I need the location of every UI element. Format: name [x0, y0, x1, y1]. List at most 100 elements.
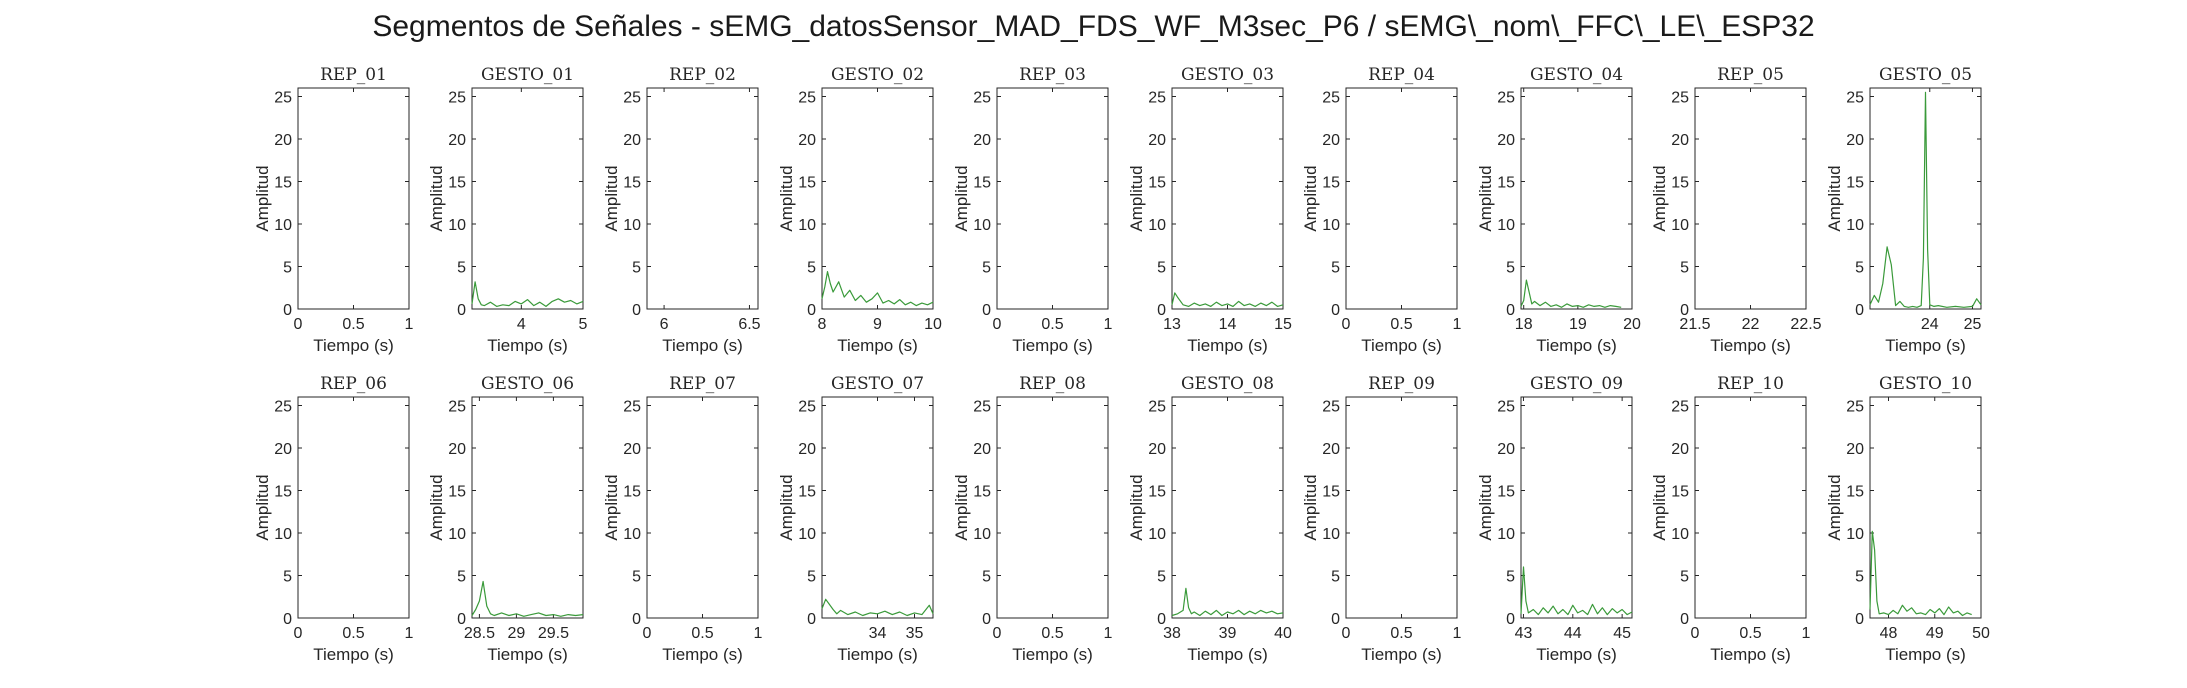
y-axis-label: Amplitud — [952, 474, 971, 540]
axes-box — [1171, 396, 1284, 619]
signal-line — [1171, 292, 1284, 307]
subplot-title: GESTO_02 — [831, 65, 924, 85]
y-tick-label: 25 — [1671, 399, 1689, 416]
y-tick-label: 0 — [982, 611, 991, 628]
y-axis-label: Amplitud — [1301, 165, 1320, 231]
x-tick-label: 49 — [1926, 625, 1944, 642]
x-axis-label: Tiempo (s) — [1012, 336, 1093, 355]
subplot-gesto-03: 0 5 10 15 20 25 13 14 15 GESTO_03 Tiempo (s) Amplit… — [1127, 65, 1292, 355]
y-tick-label: 25 — [1322, 399, 1340, 416]
axes-box — [1694, 396, 1807, 619]
y-tick-label: 15 — [1846, 484, 1864, 501]
signal-line — [1520, 279, 1622, 308]
y-tick-label: 15 — [274, 175, 292, 192]
x-axis-label: Tiempo (s) — [1885, 645, 1966, 664]
x-tick-label: 9 — [873, 316, 882, 333]
y-tick-label: 10 — [1148, 526, 1166, 543]
y-tick-label: 15 — [1671, 175, 1689, 192]
subplot-rep-03: 0 5 10 15 20 25 0 0.5 1 REP_03 Tiempo (s) Amplitud — [952, 65, 1113, 355]
subplot-gesto-02: 0 5 10 15 20 25 8 9 10 GESTO_02 Tiempo (s) Amplitud — [777, 65, 942, 355]
y-tick-label: 15 — [274, 484, 292, 501]
x-tick-label: 38 — [1163, 625, 1181, 642]
y-tick-label: 10 — [1148, 217, 1166, 234]
subplot-rep-05: 0 5 10 15 20 25 21.5 22 22.5 REP_05 Tiempo (s) Ampl… — [1650, 65, 1822, 355]
x-tick-label: 22 — [1742, 316, 1760, 333]
y-tick-label: 5 — [1855, 569, 1864, 586]
subplot-gesto-04: 0 5 10 15 20 25 18 19 20 GESTO_04 Tiempo (s) Amplit… — [1476, 65, 1641, 355]
subplot-title: REP_10 — [1717, 374, 1784, 394]
x-tick-label: 43 — [1515, 625, 1533, 642]
y-tick-label: 25 — [1322, 90, 1340, 107]
x-tick-label: 20 — [1623, 316, 1641, 333]
y-tick-label: 25 — [1497, 399, 1515, 416]
y-tick-label: 25 — [623, 90, 641, 107]
y-tick-label: 0 — [807, 302, 816, 319]
axes-box — [646, 396, 759, 619]
x-tick-label: 1 — [1104, 316, 1113, 333]
x-axis-label: Tiempo (s) — [837, 645, 918, 664]
y-tick-label: 20 — [798, 132, 816, 149]
subplot-title: GESTO_06 — [481, 374, 574, 394]
axes-box — [297, 87, 410, 310]
axes-box — [821, 87, 934, 310]
y-tick-label: 0 — [1855, 302, 1864, 319]
subplot-title: REP_08 — [1019, 374, 1086, 394]
y-tick-label: 5 — [1855, 260, 1864, 277]
y-tick-label: 15 — [973, 175, 991, 192]
y-tick-label: 20 — [448, 132, 466, 149]
x-tick-label: 0 — [993, 625, 1002, 642]
subplot-title: GESTO_09 — [1530, 374, 1623, 394]
axes-box — [1345, 87, 1458, 310]
x-tick-label: 4 — [517, 316, 526, 333]
subplot-rep-08: 0 5 10 15 20 25 0 0.5 1 REP_08 Tiempo (s) Amplitud — [952, 374, 1113, 664]
axes-box — [1520, 87, 1633, 310]
y-tick-label: 25 — [973, 399, 991, 416]
signal-line — [1520, 566, 1633, 616]
y-tick-label: 0 — [457, 302, 466, 319]
y-tick-label: 0 — [982, 302, 991, 319]
y-tick-label: 5 — [1331, 569, 1340, 586]
x-tick-label: 5 — [579, 316, 588, 333]
x-tick-label: 1 — [1104, 625, 1113, 642]
y-tick-label: 5 — [807, 569, 816, 586]
axes-box — [646, 87, 759, 310]
y-tick-label: 15 — [1148, 484, 1166, 501]
x-tick-label: 40 — [1274, 625, 1292, 642]
y-tick-label: 5 — [457, 260, 466, 277]
y-axis-label: Amplitud — [1476, 474, 1495, 540]
x-axis-label: Tiempo (s) — [1187, 645, 1268, 664]
x-tick-label: 28.5 — [464, 625, 495, 642]
x-tick-label: 0.5 — [1041, 625, 1063, 642]
y-tick-label: 25 — [1148, 90, 1166, 107]
y-tick-label: 25 — [1671, 90, 1689, 107]
y-axis-label: Amplitud — [1825, 474, 1844, 540]
y-tick-label: 25 — [448, 90, 466, 107]
y-tick-label: 15 — [1148, 175, 1166, 192]
y-tick-label: 5 — [1157, 569, 1166, 586]
y-tick-label: 0 — [1506, 302, 1515, 319]
y-tick-label: 15 — [1497, 484, 1515, 501]
y-tick-label: 5 — [1331, 260, 1340, 277]
y-tick-label: 25 — [274, 90, 292, 107]
subplot-rep-04: 0 5 10 15 20 25 0 0.5 1 REP_04 Tiempo (s) Amplitud — [1301, 65, 1462, 355]
y-tick-label: 10 — [623, 526, 641, 543]
axes-box — [1171, 87, 1284, 310]
y-tick-label: 0 — [1331, 302, 1340, 319]
axes-box — [821, 396, 934, 619]
y-tick-label: 5 — [1506, 569, 1515, 586]
y-tick-label: 10 — [1671, 217, 1689, 234]
y-tick-label: 10 — [1846, 526, 1864, 543]
y-axis-label: Amplitud — [777, 474, 796, 540]
x-axis-label: Tiempo (s) — [1710, 645, 1791, 664]
y-tick-label: 10 — [1322, 526, 1340, 543]
y-tick-label: 10 — [1322, 217, 1340, 234]
y-tick-label: 25 — [973, 90, 991, 107]
y-tick-label: 10 — [1846, 217, 1864, 234]
signal-line — [821, 598, 934, 617]
x-tick-label: 44 — [1564, 625, 1582, 642]
axes-box — [996, 87, 1109, 310]
x-tick-label: 6.5 — [738, 316, 760, 333]
subplot-title: REP_07 — [669, 374, 736, 394]
signal-line — [821, 271, 934, 307]
